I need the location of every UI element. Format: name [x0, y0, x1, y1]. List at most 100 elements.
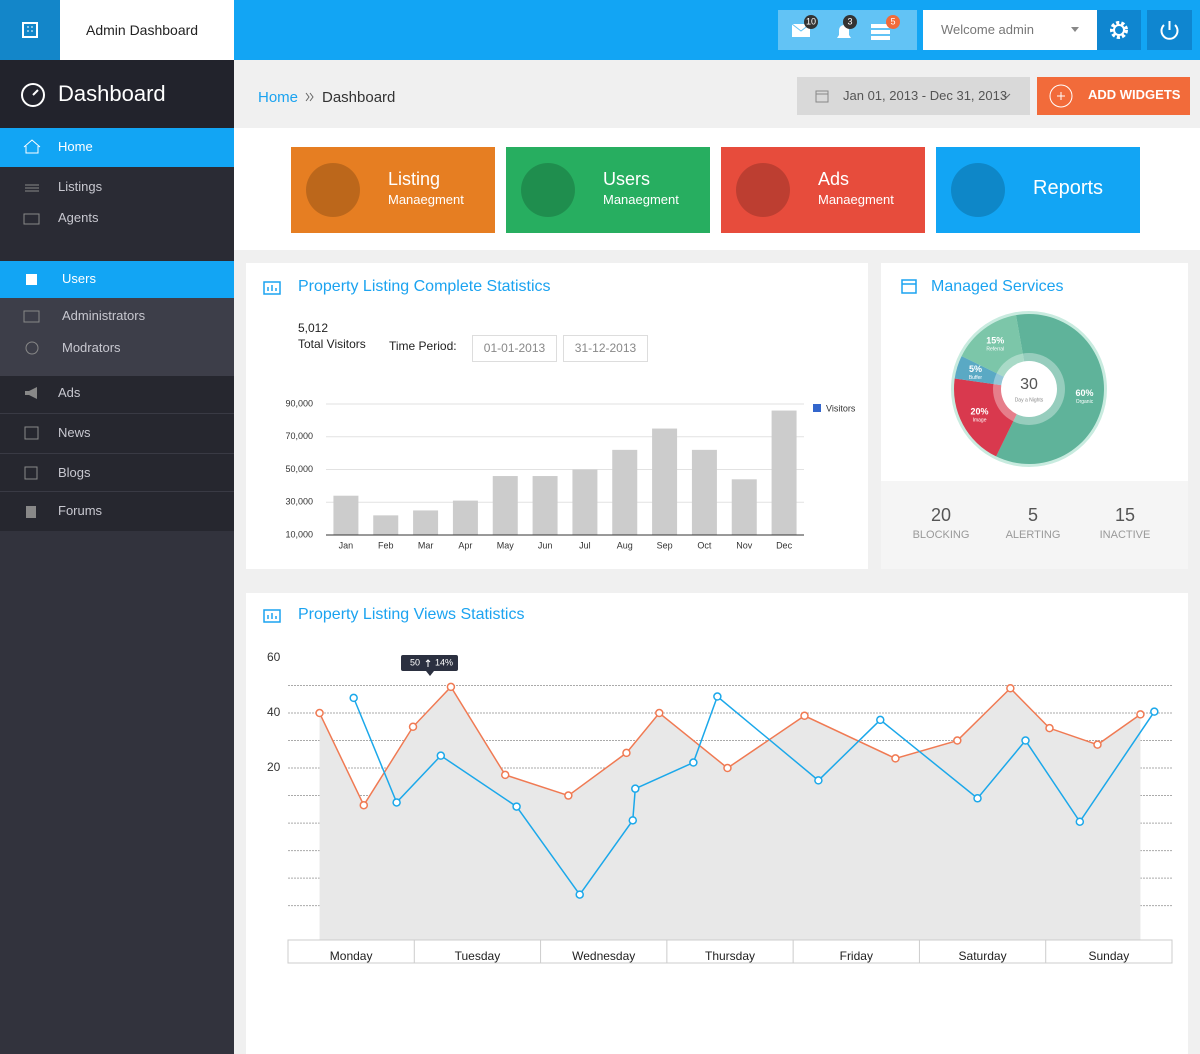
point — [315, 708, 324, 718]
dashboard-icon — [21, 83, 45, 107]
y-tick-label: 10,000 — [285, 529, 313, 539]
bar — [532, 476, 558, 535]
nav-item[interactable]: News — [0, 414, 234, 454]
logo-box[interactable] — [0, 0, 60, 60]
notification-group: 10 3 5 — [778, 10, 917, 50]
nav-item[interactable]: Agents — [58, 210, 99, 225]
date-input[interactable]: 31-12-2013 — [563, 335, 648, 362]
y-tick-label: 50,000 — [285, 464, 313, 474]
stat-value: 20 — [930, 505, 952, 525]
point — [436, 751, 446, 760]
point — [655, 708, 664, 718]
breadcrumb-link[interactable]: Home — [258, 89, 299, 106]
bar — [652, 428, 678, 535]
y-tick-label: 40 — [267, 705, 281, 719]
bar — [731, 479, 757, 535]
nav-item[interactable]: Home — [58, 139, 93, 154]
x-tick-label: Jan — [339, 540, 354, 550]
x-tick-label: Jul — [579, 540, 591, 550]
point — [713, 692, 722, 701]
panel-title: Property Listing Views Statistics — [298, 606, 524, 623]
date-range-picker[interactable]: Jan 01, 2013 - Dec 31, 2013 — [797, 77, 1030, 115]
caret — [1071, 27, 1079, 32]
x-tick-label: Aug — [617, 540, 633, 550]
x-tick-label: Saturday — [959, 949, 1007, 963]
y-tick-label: 20 — [267, 760, 281, 774]
total: 5,012 — [298, 321, 329, 335]
add-widgets-button[interactable]: ADD WIDGETS — [1037, 77, 1190, 115]
tile-title: Listing — [388, 169, 441, 189]
slice-label: 60% — [1075, 388, 1093, 398]
power-button[interactable] — [1147, 10, 1192, 50]
button-label: ADD WIDGETS — [1088, 87, 1181, 102]
x-tick-label: Feb — [378, 540, 394, 550]
user-name: Welcome admin — [941, 22, 1034, 37]
tile-subtitle: Manaegment — [818, 192, 894, 207]
tile[interactable]: Reports — [936, 147, 1140, 233]
bar — [771, 410, 797, 535]
point — [408, 722, 418, 732]
slice-label: 15% — [986, 336, 1004, 346]
tooltip-value: 50 — [410, 657, 420, 667]
x-tick-label: Sep — [657, 540, 673, 550]
x-tick-label: Thursday — [705, 949, 755, 963]
y-tick-label: 90,000 — [285, 398, 313, 408]
pie-hole — [1001, 361, 1057, 417]
tile[interactable]: Listing Manaegment — [291, 147, 495, 233]
x-tick-label: Sunday — [1089, 949, 1130, 963]
y-tick-label: 30,000 — [285, 497, 313, 507]
tile[interactable]: Users Manaegment — [506, 147, 710, 233]
bar — [492, 476, 518, 535]
x-tick-label: Jun — [538, 540, 553, 550]
bar — [452, 500, 478, 535]
nav-item[interactable]: Blogs — [0, 454, 234, 492]
tile[interactable]: Ads Manaegment — [721, 147, 925, 233]
sidebar-title: Dashboard — [0, 60, 234, 128]
point — [973, 794, 982, 803]
tile-icon — [951, 163, 1005, 217]
point — [723, 763, 732, 773]
bar — [572, 469, 598, 535]
x-tick-label: Nov — [736, 540, 753, 550]
point — [512, 802, 521, 811]
breadcrumb-current: Dashboard — [322, 89, 396, 106]
caret — [1001, 93, 1011, 99]
nav-item[interactable]: Modrators — [62, 340, 121, 355]
nav-item[interactable]: Administrators — [62, 308, 146, 323]
total-label: Total Visitors — [298, 337, 366, 351]
stat-value: 5 — [1027, 505, 1038, 525]
nav-item[interactable]: Listings — [58, 179, 103, 194]
point — [1150, 707, 1159, 716]
point — [392, 798, 401, 807]
user-select[interactable]: Welcome admin — [923, 10, 1097, 50]
notification-icons[interactable]: 10 3 5 — [778, 10, 917, 50]
point — [1006, 684, 1015, 693]
bar — [691, 449, 717, 535]
date-input[interactable]: 01-01-2013 — [472, 335, 557, 362]
point — [446, 682, 456, 692]
settings-button[interactable] — [1097, 10, 1141, 50]
tile-title: Users — [603, 169, 651, 189]
bar — [333, 495, 359, 535]
panel-title: Managed Services — [931, 278, 1064, 295]
panel-icons — [263, 279, 917, 623]
tooltip-pointer — [426, 671, 434, 676]
nav-item[interactable]: Users — [62, 271, 96, 286]
x-tick-label: Oct — [697, 540, 712, 550]
x-tick-label: Tuesday — [455, 949, 501, 963]
slice-label: 20% — [971, 407, 989, 417]
tile-icon — [736, 163, 790, 217]
calendar-icon — [815, 90, 829, 103]
x-tick-label: Monday — [330, 949, 373, 963]
point — [891, 754, 900, 763]
x-tick-label: Apr — [458, 540, 472, 550]
point — [1136, 710, 1145, 719]
nav-item[interactable]: Forums — [58, 503, 103, 518]
point — [1093, 740, 1102, 749]
stat-label: BLOCKING — [912, 529, 970, 541]
point — [1021, 736, 1030, 745]
services-footer — [881, 481, 1188, 569]
stat-label: INACTIVE — [1099, 529, 1151, 541]
bar — [413, 510, 439, 535]
nav-item[interactable]: Ads — [0, 374, 234, 414]
